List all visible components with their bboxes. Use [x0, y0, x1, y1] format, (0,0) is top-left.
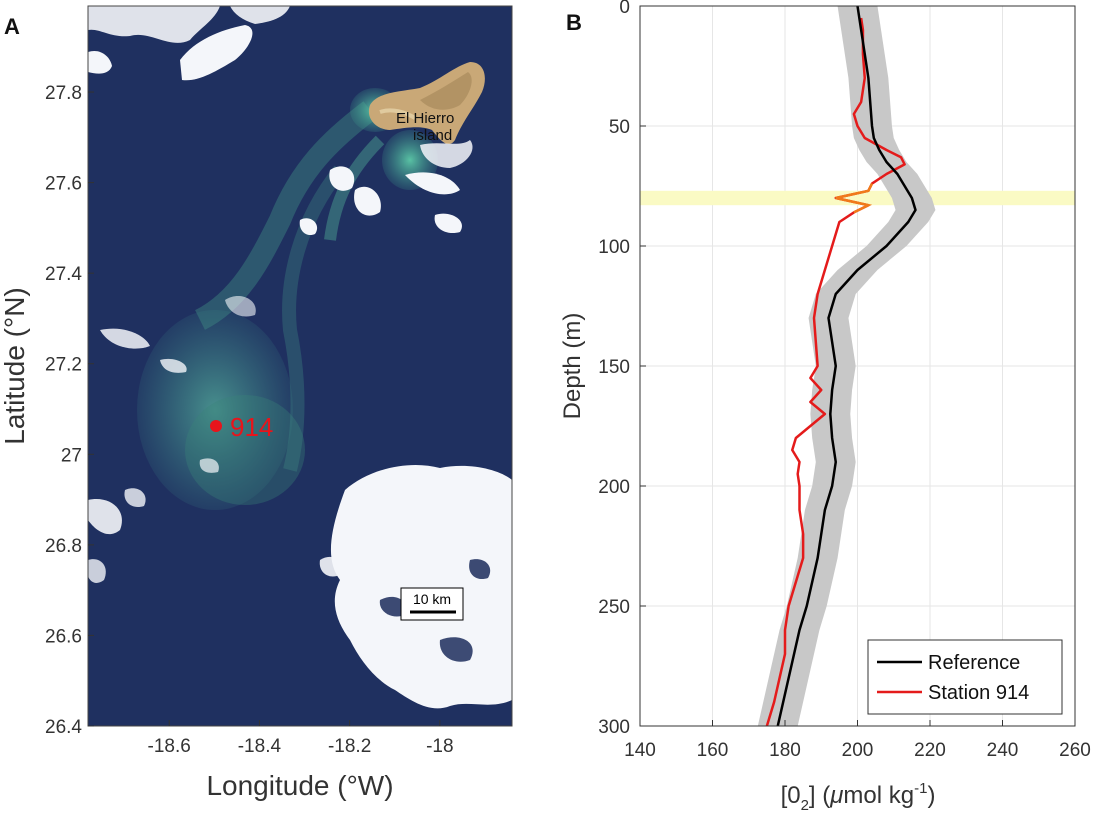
highlight-band: [640, 190, 1075, 206]
map-ylabel: Latitude (°N): [0, 287, 30, 445]
station-914-marker: [210, 420, 222, 432]
ytick-label: 150: [598, 357, 630, 378]
map-xtick-label: -18: [426, 736, 453, 757]
map-axes: -18.6 -18.4 -18.2 -18 27.8 27.6 27.4 27.2 27 26.8…: [45, 83, 454, 757]
series-line-reference: [776, 6, 917, 726]
station-914-label: 914: [230, 412, 273, 442]
map-ytick-label: 27: [61, 445, 82, 466]
chart-xlabel: [02] (μmol kg-1): [781, 780, 936, 814]
scale-bar-label: 10 km: [413, 591, 451, 607]
map-xlabel: Longitude (°W): [206, 770, 393, 801]
ytick-label: 0: [619, 0, 630, 18]
legend-box: [867, 639, 1063, 715]
xtick-label: 220: [914, 740, 946, 761]
series-line-station-914-band-segment: [835, 183, 874, 214]
island-label-line1: El Hierro: [396, 110, 454, 127]
map-ytick-label: 26.8: [45, 536, 82, 557]
ytick-label: 200: [598, 477, 630, 498]
map-ytick-label: 27.8: [45, 83, 82, 104]
highlight-band-group: [640, 190, 1075, 206]
map-xtick-label: -18.6: [148, 736, 191, 757]
xtick-label: 180: [769, 740, 801, 761]
xtick-label: 240: [987, 740, 1019, 761]
island-label-line2: island: [413, 127, 452, 144]
map-ytick-label: 27.6: [45, 174, 82, 195]
oxygen-profile-chart: 140 160 180 200 220 240 260050100150200250300 …: [559, 0, 1091, 814]
ytick-label: 50: [609, 117, 630, 138]
map-frame: [87, 5, 513, 727]
panel-a-letter: A: [4, 14, 20, 39]
map-ytick-label: 26.4: [45, 717, 82, 738]
chart-ylabel: Depth (m): [559, 313, 586, 420]
xtick-label: 160: [697, 740, 729, 761]
panel-b-letter: B: [566, 10, 582, 35]
ytick-label: 300: [598, 717, 630, 738]
scale-bar: 10 km: [400, 587, 464, 621]
xtick-label: 200: [842, 740, 874, 761]
legend-label-station: Station 914: [928, 682, 1029, 704]
map-ytick-label: 27.2: [45, 355, 82, 376]
map-ytick-label: 27.4: [45, 264, 82, 285]
map-xtick-label: -18.4: [238, 736, 282, 757]
el-hierro-island: [368, 62, 485, 145]
ytick-label: 100: [598, 237, 630, 258]
legend: Reference Station 914: [867, 639, 1063, 715]
map-xtick-label: -18.2: [328, 736, 371, 757]
satellite-map: 914 El Hierro island 10 km -18.6 -18.4 -18…: [0, 5, 513, 801]
legend-label-reference: Reference: [928, 652, 1020, 674]
series-group: [757, 6, 936, 726]
series-line-station-914: [765, 17, 906, 726]
ytick-label: 250: [598, 597, 630, 618]
xtick-label: 140: [624, 740, 656, 761]
map-ytick-label: 26.6: [45, 626, 82, 647]
xtick-label: 260: [1059, 740, 1091, 761]
chart-ticks: 140 160 180 200 220 240 260 0 50 100 150 200 250 300: [598, 0, 1091, 761]
